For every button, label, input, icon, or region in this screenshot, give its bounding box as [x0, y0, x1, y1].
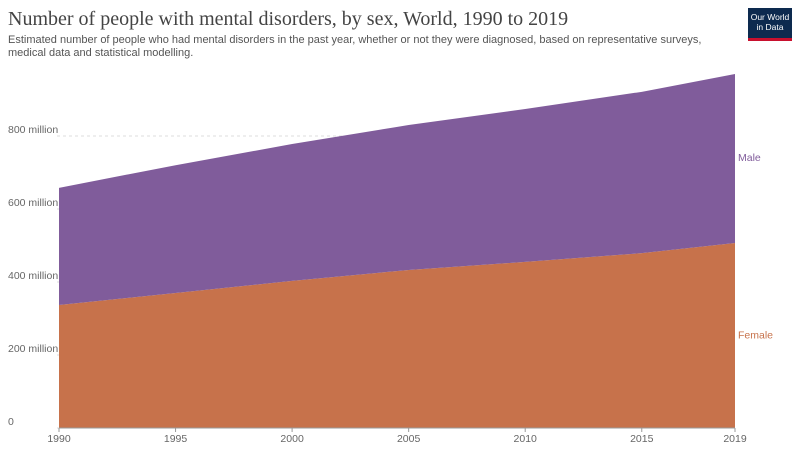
- area: [59, 73, 735, 305]
- y-tick-label: 200 million: [8, 343, 58, 355]
- x-tick-label: 2015: [630, 433, 654, 445]
- logo[interactable]: Our World in Data: [748, 8, 792, 41]
- x-tick-label: 2000: [280, 433, 304, 445]
- x-tick-label: 2019: [723, 433, 747, 445]
- y-tick-label: 800 million: [8, 124, 58, 136]
- x-tick-label: 2005: [397, 433, 421, 445]
- y-tick-label: 600 million: [8, 197, 58, 209]
- y-tick-label: 400 million: [8, 270, 58, 282]
- y-tick-label: 0: [8, 416, 14, 428]
- x-tick-label: 1990: [47, 433, 71, 445]
- x-tick-label: 1995: [164, 433, 188, 445]
- area: [59, 242, 735, 428]
- chart-title: Number of people with mental disorders, …: [8, 8, 569, 30]
- series-label: Female: [738, 329, 773, 341]
- chart-subtitle: Estimated number of people who had menta…: [8, 34, 702, 59]
- series-label: Male: [738, 152, 761, 164]
- x-tick-label: 2010: [514, 433, 538, 445]
